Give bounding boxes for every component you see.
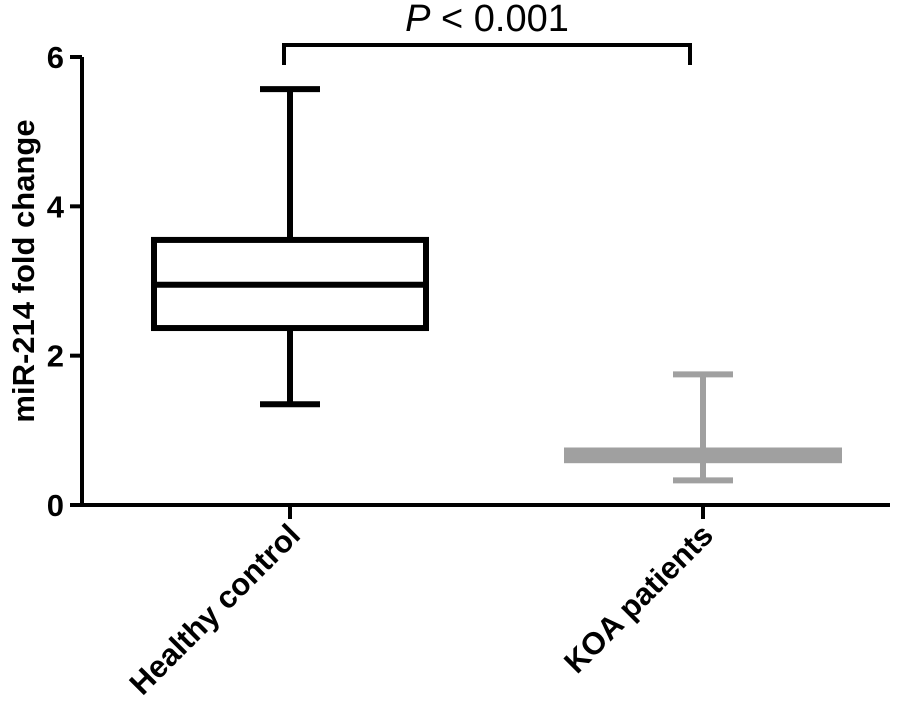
x-category-label: KOA patients <box>557 517 720 680</box>
box-1 <box>564 371 842 484</box>
x-category-label: Healthy control <box>123 517 307 701</box>
y-tick-label: 0 <box>47 488 64 523</box>
category-labels: Healthy control KOA patients <box>123 517 720 701</box>
y-tick-label: 4 <box>47 189 65 224</box>
p-value-label: P < 0.001 <box>405 0 569 40</box>
y-tick-label: 6 <box>47 40 64 75</box>
axes: 0 2 4 6 <box>47 40 890 523</box>
y-axis-label: miR-214 fold change <box>6 119 41 422</box>
p-symbol: P <box>405 0 431 40</box>
p-value: < 0.001 <box>430 0 568 40</box>
y-tick-label: 2 <box>47 339 64 374</box>
boxes <box>151 86 842 484</box>
significance-annotation: P < 0.001 <box>282 0 692 65</box>
box-0 <box>151 86 429 408</box>
significance-bracket <box>282 43 692 65</box>
